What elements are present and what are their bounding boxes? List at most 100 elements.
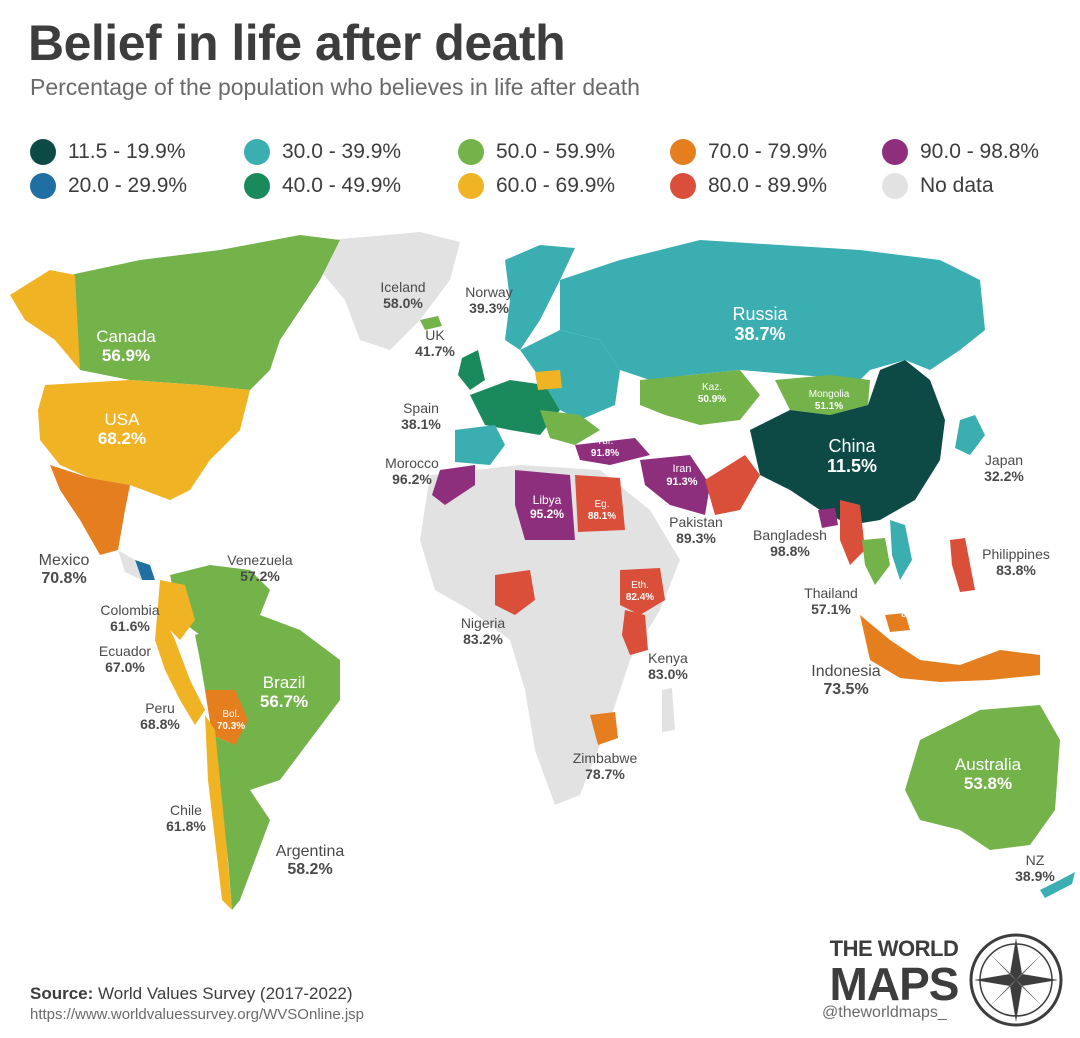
compass-icon [969,933,1063,1027]
legend-label: 11.5 - 19.9% [68,140,186,163]
country-value-pakistan: 89.3% [676,530,716,546]
country-value-mexico: 70.8% [41,570,86,587]
region-turkey [575,438,650,465]
country-name-zimbabwe: Zimbabwe [573,750,638,766]
region-australia [905,705,1060,850]
region-china [750,360,945,525]
brand-line2: MAPS [829,958,960,1010]
legend-item: 20.0 - 29.9% [30,172,187,200]
country-value-philippines: 83.8% [996,562,1036,578]
legend-label: 40.0 - 49.9% [282,174,402,197]
country-name-mal: Mal. [905,598,922,608]
region-bolivia [205,690,248,745]
region-chile [205,715,232,910]
country-name-norway: Norway [465,284,512,300]
country-name-iceland: Iceland [380,279,425,295]
region-greenland [320,232,460,350]
region-poland [535,370,562,390]
country-value-morocco: 96.2% [392,471,432,487]
country-name-canada: Canada [96,327,156,346]
country-name-russia: Russia [732,304,788,324]
country-name-bol: Bol. [222,709,239,720]
legend-item: No data [882,172,994,200]
source-text: World Values Survey (2017-2022) [98,984,353,1003]
region-iceland [420,316,442,330]
legend-label: 80.0 - 89.9% [708,174,828,197]
brand-line1: THE WORLD [829,936,959,961]
country-name-argentina: Argentina [276,843,345,860]
region-iran [640,455,710,515]
region-russia [560,240,985,380]
country-value-iran: 91.3% [666,476,697,488]
region-kazakhstan [640,370,760,425]
country-value-canada: 56.9% [102,346,150,365]
region-vietnam [890,520,912,580]
legend-item: 70.0 - 79.9% [670,138,827,166]
country-labels: Canada56.9%USA68.2%Mexico70.8%Venezuela5… [39,279,1056,884]
country-value-russia: 38.7% [734,324,785,344]
country-value-norway: 39.3% [469,300,509,316]
country-name-chile: Chile [170,802,202,818]
country-value-peru: 68.8% [140,716,180,732]
country-name-venezuela: Venezuela [227,552,293,568]
country-name-iran: Iran [673,463,692,475]
country-name-nz: NZ [1026,852,1045,868]
region-indonesia [860,615,1040,682]
country-value-china: 11.5% [827,456,877,476]
country-value-libya: 95.2% [530,507,564,521]
region-brazil [195,615,340,790]
region-thailand [862,538,890,585]
region-ethiopia [620,568,665,615]
country-name-philippines: Philippines [982,546,1050,562]
region-canada [50,235,340,390]
country-name-eg: Eg. [594,499,609,510]
page-subtitle: Percentage of the population who believe… [30,74,640,100]
region-japan [955,415,985,455]
brand-handle: @theworldmaps_ [822,1004,947,1021]
legend-label: 30.0 - 39.9% [282,140,402,163]
country-value-australia: 53.8% [964,774,1012,793]
country-name-kaz: Kaz. [702,382,722,393]
country-name-japan: Japan [985,452,1023,468]
legend-swatch [458,139,484,165]
country-value-nigeria: 83.2% [463,631,503,647]
region-usa [38,380,250,500]
region-mongolia [775,375,870,415]
legend: 11.5 - 19.9% 20.0 - 29.9% 30.0 - 39.9% 4… [30,138,1070,208]
country-value-kenya: 83.0% [648,666,688,682]
legend-label: No data [920,174,994,197]
legend-item: 80.0 - 89.9% [670,172,827,200]
country-value-kaz: 50.9% [698,394,726,405]
country-name-china: China [828,436,876,456]
country-value-iceland: 58.0% [383,295,423,311]
legend-swatch [882,173,908,199]
brand-logo: THE WORLD MAPS [824,936,964,1010]
country-value-argentina: 58.2% [287,861,332,878]
legend-item: 90.0 - 98.8% [882,138,1039,166]
legend-item: 11.5 - 19.9% [30,138,186,166]
legend-swatch [244,139,270,165]
country-value-zimbabwe: 78.7% [585,766,625,782]
country-name-libya: Libya [533,493,562,507]
country-name-peru: Peru [145,700,175,716]
legend-label: 50.0 - 59.9% [496,140,616,163]
legend-label: 90.0 - 98.8% [920,140,1040,163]
country-name-uk: UK [425,327,445,343]
country-value-eth: 82.4% [626,592,654,603]
country-value-ecuador: 67.0% [105,659,145,675]
region-libya [515,470,575,540]
region-philippines [950,538,975,592]
source-label: Source: [30,984,94,1003]
country-name-australia: Australia [955,755,1022,774]
legend-swatch [30,173,56,199]
region-pakistan [705,455,760,515]
legend-item: 50.0 - 59.9% [458,138,615,166]
country-name-ecuador: Ecuador [99,643,151,659]
region-europe-east [520,330,620,420]
region-new-zealand [1040,872,1075,898]
legend-swatch [244,173,270,199]
region-malaysia [885,613,910,632]
region-ecuador-peru [155,605,205,725]
legend-swatch [458,173,484,199]
country-value-mongolia: 51.1% [815,401,843,412]
